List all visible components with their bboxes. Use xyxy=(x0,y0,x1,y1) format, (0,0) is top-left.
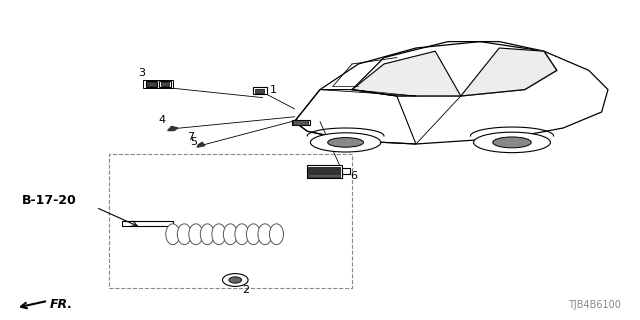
Bar xyxy=(307,165,342,178)
Text: 4: 4 xyxy=(158,116,165,125)
Bar xyxy=(143,80,173,88)
Text: 6: 6 xyxy=(351,171,358,181)
Bar xyxy=(293,120,308,125)
Text: FR.: FR. xyxy=(50,298,73,311)
Bar xyxy=(292,120,310,125)
Bar xyxy=(308,167,340,173)
Text: 3: 3 xyxy=(139,68,145,78)
Text: 7: 7 xyxy=(188,132,195,142)
Bar xyxy=(308,174,340,177)
Text: 5: 5 xyxy=(191,137,197,147)
Text: B-17-20: B-17-20 xyxy=(22,194,77,207)
Ellipse shape xyxy=(177,224,191,245)
Polygon shape xyxy=(168,126,178,131)
Ellipse shape xyxy=(474,132,550,153)
Ellipse shape xyxy=(235,224,249,245)
Ellipse shape xyxy=(258,224,272,245)
Bar xyxy=(159,81,171,87)
Text: TJB4B6100: TJB4B6100 xyxy=(568,300,621,310)
Bar xyxy=(255,89,264,93)
Ellipse shape xyxy=(269,224,284,245)
Ellipse shape xyxy=(212,224,226,245)
Ellipse shape xyxy=(223,274,248,286)
Bar xyxy=(122,221,173,226)
Ellipse shape xyxy=(310,133,381,152)
Polygon shape xyxy=(352,51,461,96)
Polygon shape xyxy=(461,48,557,96)
Ellipse shape xyxy=(166,224,180,245)
Ellipse shape xyxy=(200,224,214,245)
Bar xyxy=(342,168,350,174)
Bar xyxy=(146,81,157,87)
Ellipse shape xyxy=(223,224,237,245)
Bar xyxy=(161,82,169,86)
Polygon shape xyxy=(197,142,205,147)
Ellipse shape xyxy=(493,137,531,148)
Ellipse shape xyxy=(229,277,242,283)
Ellipse shape xyxy=(328,138,364,147)
Ellipse shape xyxy=(246,224,260,245)
Text: 2: 2 xyxy=(242,285,249,295)
Text: 1: 1 xyxy=(270,84,277,95)
Ellipse shape xyxy=(189,224,203,245)
Bar xyxy=(147,82,156,86)
Bar xyxy=(109,154,352,288)
Bar xyxy=(253,87,267,94)
